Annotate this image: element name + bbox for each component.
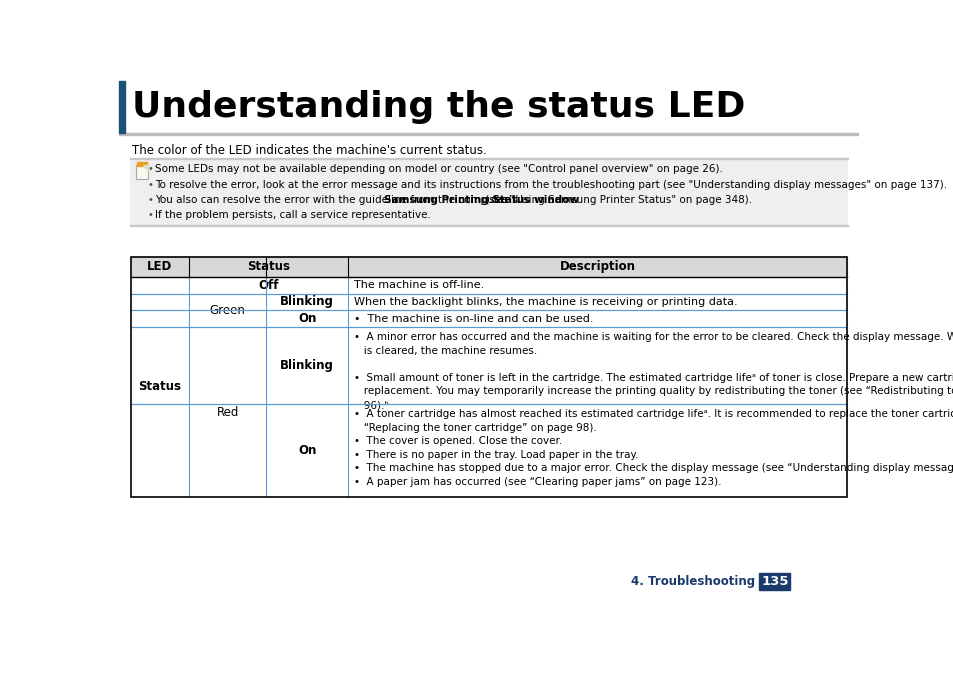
Text: •  A minor error has occurred and the machine is waiting for the error to be cle: • A minor error has occurred and the mac… — [354, 332, 953, 410]
Text: Some LEDs may not be available depending on model or country (see "Control panel: Some LEDs may not be available depending… — [154, 164, 722, 174]
Text: To resolve the error, look at the error message and its instructions from the tr: To resolve the error, look at the error … — [154, 180, 946, 190]
Text: 4. Troubleshooting: 4. Troubleshooting — [630, 575, 754, 588]
Text: When the backlight blinks, the machine is receiving or printing data.: When the backlight blinks, the machine i… — [354, 297, 737, 307]
Text: •: • — [147, 211, 153, 220]
Text: The color of the LED indicates the machine's current status.: The color of the LED indicates the machi… — [132, 144, 486, 157]
Polygon shape — [143, 165, 148, 169]
Bar — [137, 162, 147, 167]
Text: Understanding the status LED: Understanding the status LED — [132, 90, 744, 124]
Text: On: On — [297, 313, 316, 325]
Text: Off: Off — [258, 279, 278, 292]
Bar — [759, 573, 790, 590]
Text: •: • — [147, 180, 153, 190]
Text: •  A toner cartridge has almost reached its estimated cartridge lifeᵃ. It is rec: • A toner cartridge has almost reached i… — [354, 409, 953, 487]
Bar — [130, 158, 847, 159]
Bar — [136, 165, 148, 179]
Text: The machine is off-line.: The machine is off-line. — [354, 280, 484, 290]
Bar — [119, 81, 125, 134]
Text: •: • — [147, 164, 153, 174]
Text: LED: LED — [147, 260, 172, 273]
Text: Blinking: Blinking — [280, 359, 334, 373]
Text: Red: Red — [216, 406, 238, 418]
Text: Description: Description — [558, 260, 635, 273]
Bar — [131, 256, 846, 497]
Text: 135: 135 — [760, 575, 788, 588]
Text: Samsung Printing Status window: Samsung Printing Status window — [383, 195, 578, 205]
Text: Blinking: Blinking — [280, 296, 334, 308]
Text: On: On — [297, 444, 316, 457]
Text: Green: Green — [210, 304, 246, 317]
Bar — [130, 158, 847, 225]
Text: You also can resolve the error with the guideline from the computer’s: You also can resolve the error with the … — [154, 195, 520, 205]
Bar — [131, 256, 846, 277]
Bar — [119, 134, 858, 135]
Text: If the problem persists, call a service representative.: If the problem persists, call a service … — [154, 211, 431, 220]
Text: Status: Status — [247, 260, 290, 273]
Text: (see "Using Samsung Printer Status" on page 348).: (see "Using Samsung Printer Status" on p… — [481, 195, 751, 205]
Text: Status: Status — [138, 380, 181, 394]
Text: •: • — [147, 195, 153, 205]
Text: •  The machine is on-line and can be used.: • The machine is on-line and can be used… — [354, 314, 593, 324]
